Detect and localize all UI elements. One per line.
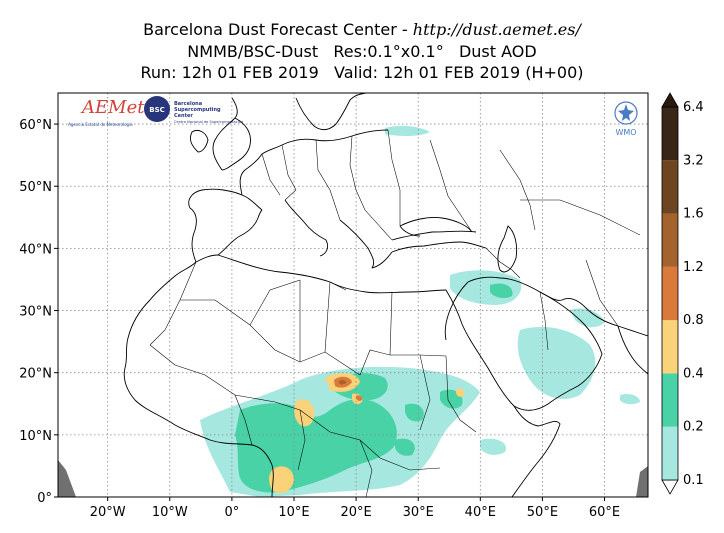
title-prefix: Barcelona Dust Forecast Center - bbox=[143, 20, 413, 39]
lon-tick-label: 0° bbox=[225, 505, 240, 520]
lat-tick-label: 0° bbox=[37, 491, 52, 506]
colorbar-swatch bbox=[662, 213, 678, 267]
lat-tick-label: 10°N bbox=[19, 429, 52, 444]
lon-tick-label: 10°W bbox=[152, 505, 188, 520]
map-frame bbox=[57, 92, 649, 498]
bsc-logo-subtext: Centro Nacional de Supercomputación bbox=[174, 120, 243, 124]
lat-tick-label: 60°N bbox=[19, 118, 52, 133]
lon-tick-label: 20°W bbox=[90, 505, 126, 520]
colorbar-level-label: 0.8 bbox=[683, 313, 704, 328]
map-title-line2: NMMB/BSC-Dust Res:0.1°x0.1° Dust AOD bbox=[187, 42, 537, 61]
lon-tick-label: 10°E bbox=[278, 505, 309, 520]
colorbar-swatch bbox=[662, 320, 678, 374]
aemet-logo: AEMet Agencia Estatal de Meteorología bbox=[68, 97, 145, 127]
wmo-logo-text: WMO bbox=[615, 128, 636, 137]
map-gridlines bbox=[58, 93, 648, 497]
longitude-labels: 20°W 10°W 0° 10°E 20°E 30°E 40°E 50°E 60°E bbox=[90, 497, 620, 520]
colorbar-swatch bbox=[662, 426, 678, 480]
no-data-area bbox=[636, 466, 648, 497]
aemet-logo-subtext: Agencia Estatal de Meteorología bbox=[68, 122, 133, 127]
colorbar-level-label: 0.2 bbox=[683, 420, 704, 435]
colorbar-level-label: 0.1 bbox=[683, 473, 704, 488]
bsc-logo-text: BSC bbox=[149, 106, 165, 114]
colorbar-swatch bbox=[662, 160, 678, 214]
aod-colorbar: 0.1 0.2 0.4 0.8 1.2 1.6 3.2 6.4 bbox=[661, 92, 704, 495]
colorbar-frame bbox=[661, 106, 679, 481]
lon-tick-label: 60°E bbox=[589, 505, 620, 520]
colorbar-level-label: 3.2 bbox=[683, 153, 704, 168]
lat-tick-label: 50°N bbox=[19, 180, 52, 195]
lon-tick-label: 40°E bbox=[465, 505, 496, 520]
bsc-logo-name2: Supercomputing bbox=[174, 107, 221, 113]
dust-level-1.2 bbox=[339, 379, 346, 385]
wmo-star-icon bbox=[618, 104, 634, 121]
lon-tick-label: 30°E bbox=[403, 505, 434, 520]
colorbar-level-label: 1.6 bbox=[683, 207, 704, 222]
colorbar-swatch bbox=[662, 107, 678, 161]
colorbar-level-label: 6.4 bbox=[683, 100, 704, 115]
lat-tick-label: 40°N bbox=[19, 242, 52, 257]
colorbar-swatch bbox=[662, 266, 678, 321]
map-content bbox=[58, 93, 648, 497]
colorbar-level-label: 1.2 bbox=[683, 260, 704, 275]
no-data-area bbox=[58, 460, 76, 497]
dust-level-0.4 bbox=[269, 373, 465, 494]
latitude-labels: 0° 10°N 20°N 30°N 40°N 50°N 60°N bbox=[19, 118, 58, 506]
lon-tick-label: 20°E bbox=[340, 505, 371, 520]
colorbar-over-triangle bbox=[661, 92, 679, 108]
coastlines bbox=[123, 93, 648, 497]
aemet-logo-text: AEMet bbox=[80, 97, 145, 118]
colorbar-under-triangle bbox=[661, 479, 679, 495]
colorbar-level-label: 0.4 bbox=[683, 366, 704, 381]
bsc-logo-name1: Barcelona bbox=[174, 101, 202, 107]
map-title-line3: Run: 12h 01 FEB 2019 Valid: 12h 01 FEB 2… bbox=[140, 63, 584, 82]
lon-tick-label: 50°E bbox=[527, 505, 558, 520]
map-title-line1: Barcelona Dust Forecast Center - http://… bbox=[0, 20, 724, 40]
bsc-logo-circle bbox=[144, 96, 170, 122]
bsc-logo-name3: Center bbox=[174, 113, 193, 119]
country-borders bbox=[149, 129, 641, 497]
lat-tick-label: 20°N bbox=[19, 367, 52, 382]
lat-tick-label: 30°N bbox=[19, 305, 52, 320]
title-url: http://dust.aemet.es/ bbox=[412, 20, 581, 39]
colorbar-swatch bbox=[662, 373, 678, 427]
wmo-emblem-icon bbox=[614, 101, 638, 125]
wmo-logo: WMO bbox=[614, 101, 638, 137]
bsc-logo: BSC Barcelona Supercomputing Center Cent… bbox=[144, 96, 243, 124]
